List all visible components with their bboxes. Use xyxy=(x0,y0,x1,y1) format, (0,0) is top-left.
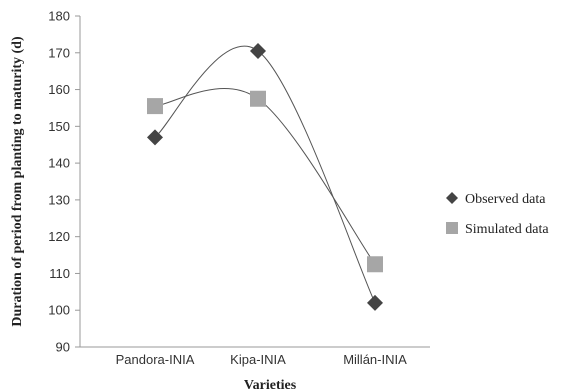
y-tick-label: 120 xyxy=(48,229,70,244)
y-tick-label: 140 xyxy=(48,156,70,171)
observed-point xyxy=(147,129,163,146)
simulated-point xyxy=(250,90,266,107)
legend: Observed data Simulated data xyxy=(446,192,549,237)
legend-marker-observed xyxy=(446,192,458,204)
y-axis-title: Duration of period from planting to matu… xyxy=(10,36,25,327)
trend-curve-2 xyxy=(154,88,376,265)
legend-label: Observed data xyxy=(465,192,546,207)
y-tick-label: 150 xyxy=(48,119,70,134)
x-tick-label: Pandora-INIA xyxy=(116,352,195,367)
y-tick-label: 180 xyxy=(48,9,70,24)
y-tick-label: 160 xyxy=(48,82,70,97)
x-tick-label: Millán-INIA xyxy=(343,352,407,367)
x-tick-label: Kipa-INIA xyxy=(230,352,286,367)
y-tick-label: 130 xyxy=(48,192,70,207)
y-tick-label: 110 xyxy=(49,266,70,281)
y-tick-label: 90 xyxy=(56,340,70,355)
y-tick-label: 170 xyxy=(48,45,70,60)
observed-point xyxy=(250,42,266,59)
x-axis: Pandora-INIA Kipa-INIA Millán-INIA xyxy=(80,346,430,367)
legend-label: Simulated data xyxy=(465,222,549,237)
y-tick-label: 100 xyxy=(48,303,70,318)
trend-curve-1 xyxy=(154,45,376,304)
simulated-point xyxy=(367,256,383,273)
y-axis: 90 100 110 120 130 140 150 160 170 180 xyxy=(48,9,81,355)
trend-curves xyxy=(154,45,376,304)
simulated-point xyxy=(147,98,163,115)
x-axis-title: Varieties xyxy=(244,378,297,392)
legend-marker-simulated xyxy=(446,222,458,234)
data-markers xyxy=(147,42,383,311)
observed-point xyxy=(367,294,383,311)
